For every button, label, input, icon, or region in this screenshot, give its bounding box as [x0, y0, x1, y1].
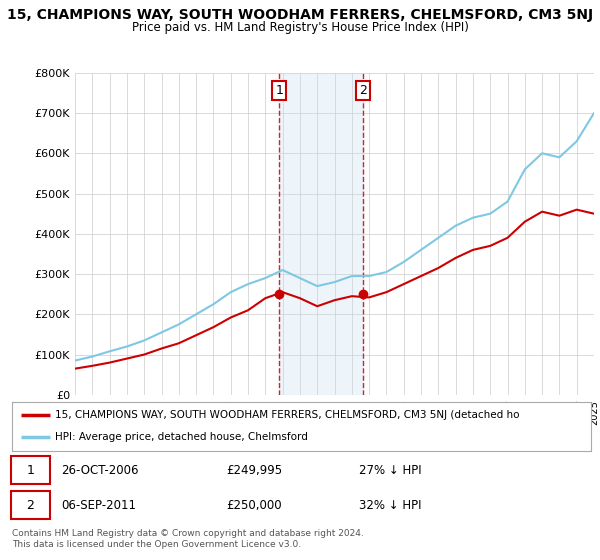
Text: Price paid vs. HM Land Registry's House Price Index (HPI): Price paid vs. HM Land Registry's House … [131, 21, 469, 34]
Text: £249,995: £249,995 [226, 464, 283, 477]
Text: 15, CHAMPIONS WAY, SOUTH WOODHAM FERRERS, CHELMSFORD, CM3 5NJ: 15, CHAMPIONS WAY, SOUTH WOODHAM FERRERS… [7, 8, 593, 22]
Text: 2: 2 [26, 499, 34, 512]
Text: 2: 2 [359, 84, 367, 97]
Bar [279, 73, 364, 395]
Text: 15, CHAMPIONS WAY, SOUTH WOODHAM FERRERS, CHELMSFORD, CM3 5NJ (detached ho: 15, CHAMPIONS WAY, SOUTH WOODHAM FERRERS… [55, 410, 520, 420]
FancyBboxPatch shape [11, 492, 50, 520]
FancyBboxPatch shape [11, 456, 50, 484]
Text: 1: 1 [275, 84, 283, 97]
Text: 06-SEP-2011: 06-SEP-2011 [61, 499, 136, 512]
Text: HPI: Average price, detached house, Chelmsford: HPI: Average price, detached house, Chel… [55, 432, 308, 442]
Text: £250,000: £250,000 [226, 499, 282, 512]
Text: 1: 1 [26, 464, 34, 477]
Text: 26-OCT-2006: 26-OCT-2006 [61, 464, 139, 477]
Text: 27% ↓ HPI: 27% ↓ HPI [359, 464, 422, 477]
Text: 32% ↓ HPI: 32% ↓ HPI [359, 499, 422, 512]
Text: Contains HM Land Registry data © Crown copyright and database right 2024.
This d: Contains HM Land Registry data © Crown c… [12, 529, 364, 549]
